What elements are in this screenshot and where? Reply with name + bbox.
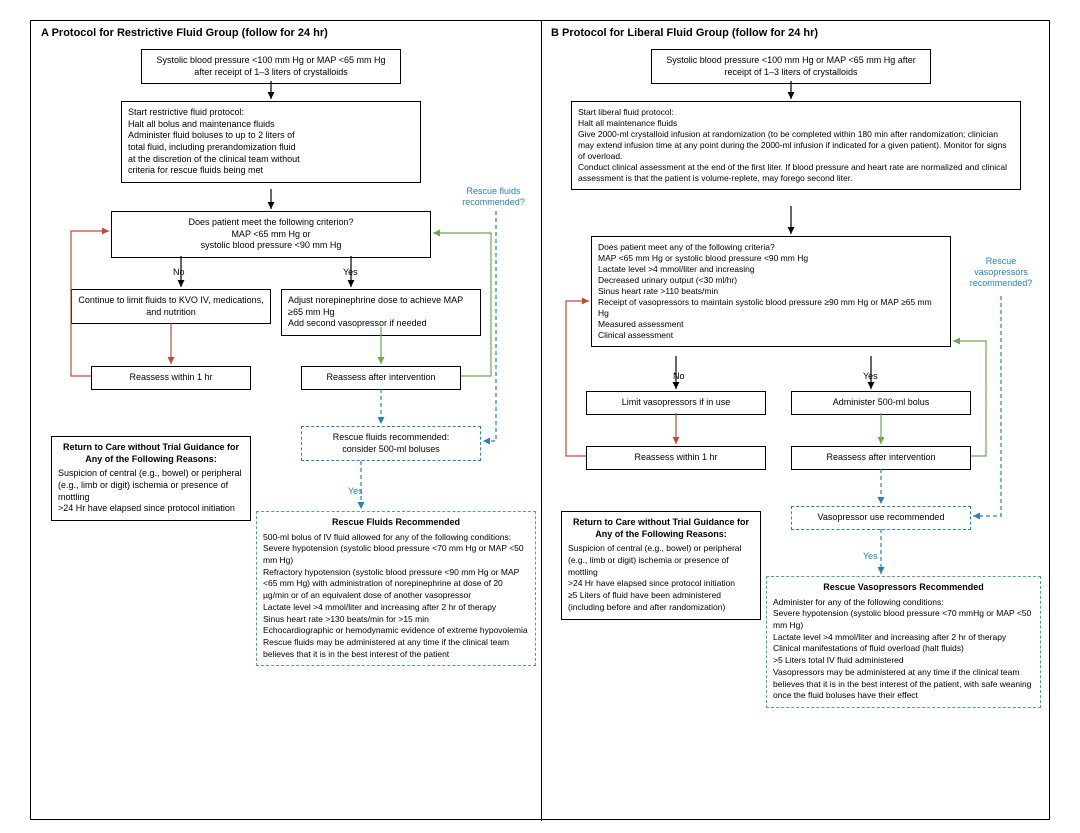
b-return-body: Suspicion of central (e.g., bowel) or pe…	[568, 543, 741, 611]
a-reassess-yes: Reassess after intervention	[301, 366, 461, 390]
a-rescue-yes: Yes	[346, 486, 365, 496]
a-rescue-fluids-body: 500-ml bolus of IV fluid allowed for any…	[263, 532, 528, 659]
a-rescue-q: Rescue fluids recommended?	[456, 186, 531, 208]
b-entry: Systolic blood pressure <100 mm Hg or MA…	[651, 49, 931, 84]
b-reassess-no: Reassess within 1 hr	[586, 446, 766, 470]
a-rescue-box: Rescue fluids recommended: consider 500-…	[301, 426, 481, 461]
b-rescue-vaso-body: Administer for any of the following cond…	[773, 597, 1031, 701]
b-no-action: Limit vasopressors if in use	[586, 391, 766, 415]
a-yes-label: Yes	[341, 267, 360, 277]
b-return-title: Return to Care without Trial Guidance fo…	[568, 517, 754, 540]
b-rescue-vaso: Rescue Vasopressors Recommended Administ…	[766, 576, 1041, 708]
a-return-care: Return to Care without Trial Guidance fo…	[51, 436, 251, 521]
a-rescue-fluids: Rescue Fluids Recommended 500-ml bolus o…	[256, 511, 536, 666]
a-no-label: No	[171, 267, 187, 277]
a-return-title: Return to Care without Trial Guidance fo…	[58, 442, 244, 465]
b-vaso-yes: Yes	[861, 551, 880, 561]
b-reassess-yes: Reassess after intervention	[791, 446, 971, 470]
b-rescue-vaso-title: Rescue Vasopressors Recommended	[773, 582, 1034, 594]
a-return-body: Suspicion of central (e.g., bowel) or pe…	[58, 468, 242, 513]
b-start: Start liberal fluid protocol: Halt all m…	[571, 101, 1021, 190]
b-yes-label: Yes	[861, 371, 880, 381]
b-vaso-box: Vasopressor use recommended	[791, 506, 971, 530]
b-return-care: Return to Care without Trial Guidance fo…	[561, 511, 761, 620]
a-yes-action: Adjust norepinephrine dose to achieve MA…	[281, 289, 481, 336]
panel-b-title: B Protocol for Liberal Fluid Group (foll…	[551, 27, 818, 39]
a-start: Start restrictive fluid protocol: Halt a…	[121, 101, 421, 183]
panel-a-title: A Protocol for Restrictive Fluid Group (…	[41, 27, 328, 39]
a-decision: Does patient meet the following criterio…	[111, 211, 431, 258]
a-no-action: Continue to limit fluids to KVO IV, medi…	[71, 289, 271, 324]
a-reassess-no: Reassess within 1 hr	[91, 366, 251, 390]
b-decision: Does patient meet any of the following c…	[591, 236, 951, 347]
b-rescue-q: Rescue vasopressors recommended?	[961, 256, 1041, 288]
b-yesAction: Administer 500-ml bolus	[791, 391, 971, 415]
panel-divider	[541, 21, 542, 821]
a-entry: Systolic blood pressure <100 mm Hg or MA…	[141, 49, 401, 84]
a-rescue-fluids-title: Rescue Fluids Recommended	[263, 517, 529, 529]
figure-frame: A Protocol for Restrictive Fluid Group (…	[30, 20, 1050, 820]
b-no-label: No	[671, 371, 687, 381]
